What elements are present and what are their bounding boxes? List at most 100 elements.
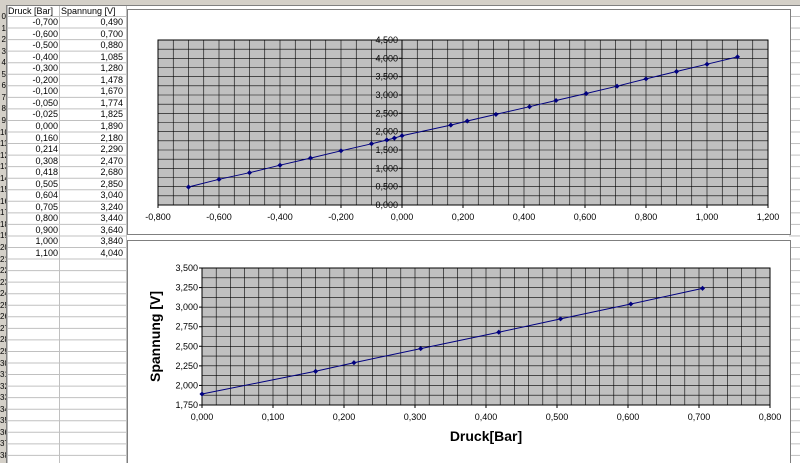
row-number[interactable]: 31 [0,370,6,380]
cell-druck[interactable]: 1,100 [35,248,58,258]
row-number[interactable]: 30 [0,358,6,368]
cell-spannung[interactable]: 2,470 [100,155,123,166]
cell-druck[interactable]: 0,308 [35,155,58,166]
row-number[interactable]: 16 [0,196,6,206]
cell-druck[interactable]: 0,418 [35,167,58,178]
row-number[interactable]: 12 [0,150,6,160]
cell-spannung[interactable]: 0,700 [100,28,123,39]
data-point [384,137,390,143]
row-number[interactable]: 15 [0,185,6,195]
row-number[interactable]: 27 [0,323,6,333]
cell-spannung[interactable]: 4,040 [100,248,123,258]
cell-spannung[interactable]: 3,640 [100,224,123,235]
row-number[interactable]: 19 [0,231,6,241]
y-tick-label: 4,000 [375,53,398,63]
row-number[interactable]: 37 [0,439,6,449]
row-number[interactable]: 24 [0,289,6,299]
cell-spannung[interactable]: 3,840 [100,236,123,247]
data-point [338,148,344,154]
header-spannung[interactable]: Spannung [V] [61,6,116,16]
row-number[interactable]: 11 [0,139,6,149]
row-number[interactable]: 14 [0,173,6,183]
cell-spannung[interactable]: 3,040 [100,190,123,201]
cell-druck[interactable]: 0,800 [35,213,58,224]
row-number[interactable]: 13 [0,162,6,172]
row-number[interactable]: 2 [1,35,6,45]
header-druck[interactable]: Druck [Bar] [8,6,54,16]
x-tick-label: 0,800 [759,412,782,422]
row-number[interactable]: 10 [0,127,6,137]
cell-druck[interactable]: -0,600 [32,28,58,39]
row-number[interactable]: 18 [0,219,6,229]
cell-druck[interactable]: -0,400 [32,51,58,62]
row-number[interactable]: 0 [1,12,6,21]
row-number[interactable]: 38 [0,450,6,460]
cell-druck[interactable]: -0,100 [32,86,58,97]
row-number[interactable]: 9 [1,115,6,125]
spreadsheet-grid[interactable]: Druck [Bar] Spannung [V] -0,700 0,490 -0,6… [7,6,800,463]
chart-bottom[interactable]: 0,000 0,100 0,200 0,300 0,400 0,500 0,600 0,700… [127,240,791,463]
row-number[interactable]: 7 [1,92,6,102]
row-number[interactable]: 36 [0,427,6,437]
cell-druck[interactable]: -0,200 [32,74,58,85]
row-number[interactable]: 20 [0,243,6,252]
x-tick-label: -0,400 [267,212,293,222]
cell-druck[interactable]: 0,000 [35,120,58,131]
row-number[interactable]: 21 [0,254,6,264]
x-tick-label: 1,000 [696,212,719,222]
cell-spannung[interactable]: 1,825 [100,109,123,120]
row-number[interactable]: 17 [0,208,6,218]
cell-spannung[interactable]: 1,085 [100,51,123,62]
cell-spannung[interactable]: 2,850 [100,178,123,189]
cell-druck[interactable]: -0,025 [32,109,58,120]
row-number[interactable]: 28 [0,335,6,345]
x-tick-label: -0,600 [206,212,232,222]
cell-spannung[interactable]: 1,890 [100,120,123,131]
cell-druck[interactable]: -0,050 [32,97,58,108]
cell-spannung[interactable]: 2,290 [100,144,123,155]
row-number[interactable]: 4 [1,58,6,68]
cell-druck[interactable]: 0,505 [35,178,58,189]
cell-spannung[interactable]: 1,478 [100,74,123,85]
cell-spannung[interactable]: 1,670 [100,86,123,97]
cell-druck[interactable]: -0,500 [32,40,58,51]
y-tick-label: 3,000 [175,302,198,312]
cell-spannung[interactable]: 0,490 [100,17,123,27]
cell-druck[interactable]: 0,160 [35,132,58,143]
row-number[interactable]: 32 [0,381,6,391]
cell-druck[interactable]: 0,705 [35,201,58,212]
data-point [307,155,314,161]
row-number[interactable]: 3 [1,46,6,56]
x-tick-label: 0,400 [513,212,536,222]
data-point [313,368,319,374]
row-number[interactable]: 29 [0,346,6,356]
cell-druck[interactable]: 0,900 [35,224,58,235]
cell-druck[interactable]: -0,700 [32,17,58,27]
cell-spannung[interactable]: 3,240 [100,201,123,212]
row-number[interactable]: 1 [1,23,6,33]
x-tick-label: 0,500 [546,412,569,422]
y-tick-label: 3,250 [175,283,198,293]
row-number[interactable]: 5 [1,69,6,79]
cell-druck[interactable]: 0,604 [35,190,58,201]
row-number[interactable]: 26 [0,312,6,322]
row-number[interactable]: 6 [1,81,6,91]
cell-spannung[interactable]: 0,880 [100,40,123,51]
cell-druck[interactable]: 1,000 [35,236,58,247]
row-number[interactable]: 23 [0,277,6,287]
row-number[interactable]: 25 [0,300,6,310]
cell-spannung[interactable]: 3,440 [100,213,123,224]
row-number[interactable]: 33 [0,393,6,403]
cell-spannung[interactable]: 1,280 [100,63,123,74]
cell-spannung[interactable]: 2,680 [100,167,123,178]
cell-druck[interactable]: 0,214 [35,144,58,155]
cell-druck[interactable]: -0,300 [32,63,58,74]
y-tick-label: 3,000 [375,90,398,100]
row-number[interactable]: 35 [0,416,6,426]
cell-spannung[interactable]: 2,180 [100,132,123,143]
row-number[interactable]: 22 [0,266,6,276]
chart-top[interactable]: -0,800 -0,600 -0,400 -0,200 0,000 0,200 0,400 0… [127,9,791,235]
row-number[interactable]: 34 [0,404,6,414]
cell-spannung[interactable]: 1,774 [100,97,123,108]
row-number[interactable]: 8 [1,104,6,114]
